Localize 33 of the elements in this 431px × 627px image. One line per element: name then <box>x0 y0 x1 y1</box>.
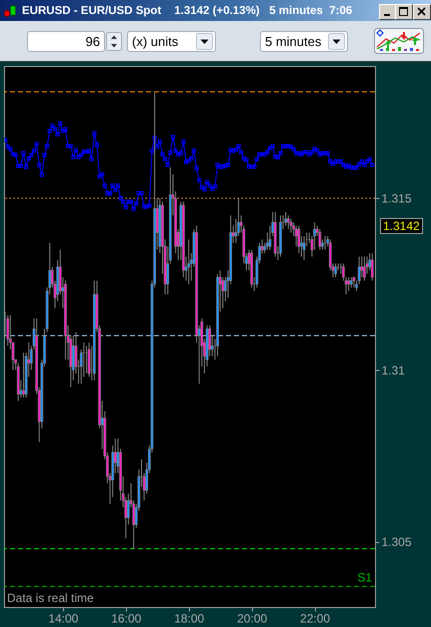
text-field: 96 <box>27 31 105 52</box>
candlestick <box>350 276 353 288</box>
chart-title: EURUSD - EUR/USD Spot <box>22 5 162 17</box>
chart-subtitle: 1.3142 (+0.13%) 5 minutes 7:06 <box>174 5 352 17</box>
candlestick <box>352 276 356 288</box>
candlestick <box>302 236 306 261</box>
candlestick <box>6 314 10 346</box>
x-tick-label: 22:00 <box>300 612 330 626</box>
dropdown: (x) units <box>127 31 216 52</box>
y-tick-label: 1.305 <box>382 535 412 550</box>
annotation: Data is real time <box>7 591 94 605</box>
y-tick-label: 1.31 <box>382 363 406 378</box>
candlestick <box>284 211 288 226</box>
candlestick <box>318 228 322 250</box>
ref-line-label: S1 <box>357 570 372 584</box>
candlestick <box>347 276 350 292</box>
candlestick <box>360 256 364 278</box>
x-tick-label: 16:00 <box>111 612 142 626</box>
candlestick <box>363 256 366 282</box>
candlestick <box>294 225 298 247</box>
x-tick-label: 14:00 <box>48 612 79 626</box>
candlestick <box>22 352 25 398</box>
candlestick <box>334 263 337 278</box>
y-tick-label: 1.315 <box>382 192 412 206</box>
candlestick <box>298 225 300 254</box>
candlestick <box>290 218 292 234</box>
text: 1.3142 <box>380 218 423 234</box>
candlestick <box>187 238 190 285</box>
x-tick-label: 20:00 <box>237 612 268 626</box>
x-tick-label: 18:00 <box>174 612 205 626</box>
candlestick <box>287 214 290 230</box>
dropdown: 5 minutes <box>260 31 348 52</box>
candlestick <box>370 252 374 282</box>
